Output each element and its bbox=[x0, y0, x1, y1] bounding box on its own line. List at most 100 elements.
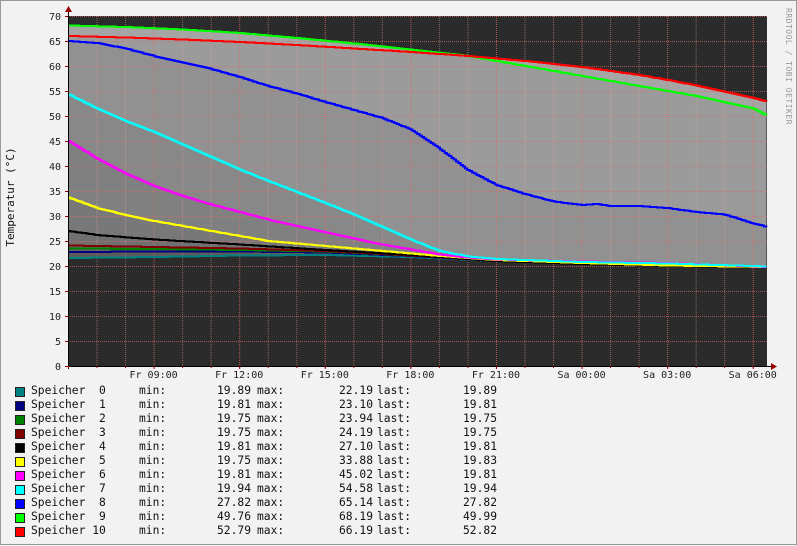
legend-min-label: min: bbox=[139, 524, 167, 537]
legend-max-label: max: bbox=[257, 510, 285, 523]
tick-labels: 0 5 10 15 20 25 30 35 40 45 50 55 60 65 70 Fr 09:00 Fr 1… bbox=[49, 12, 777, 381]
legend-min-value: 19.89 bbox=[216, 384, 251, 397]
x-tick-label: Fr 09:00 bbox=[130, 370, 178, 381]
legend-min-label: min: bbox=[139, 398, 167, 411]
legend-last-value: 27.82 bbox=[462, 496, 497, 509]
legend-max-label: max: bbox=[257, 426, 285, 439]
legend-max-value: 23.94 bbox=[338, 412, 373, 425]
legend-min-label: min: bbox=[139, 454, 167, 467]
y-tick-label: 35 bbox=[49, 187, 61, 198]
legend-last-label: last: bbox=[377, 426, 412, 439]
legend-last-label: last: bbox=[377, 524, 412, 537]
legend-swatch bbox=[15, 401, 25, 411]
legend-swatch bbox=[15, 513, 25, 523]
legend-max-value: 45.02 bbox=[338, 468, 373, 481]
legend-swatch bbox=[15, 457, 25, 467]
legend-max-label: max: bbox=[257, 412, 285, 425]
legend-series-name: Speicher 8 bbox=[31, 496, 106, 509]
legend-min-value: 19.81 bbox=[216, 398, 251, 411]
legend-row: Speicher 0 min: 19.89 max: 22.19 last: 19.89 bbox=[15, 384, 515, 398]
y-tick-label: 10 bbox=[49, 312, 61, 323]
legend-max-label: max: bbox=[257, 454, 285, 467]
legend-min-label: min: bbox=[139, 510, 167, 523]
legend-row: Speicher 7 min: 19.94 max: 54.58 last: 19.94 bbox=[15, 482, 515, 496]
legend-last-value: 19.75 bbox=[462, 426, 497, 439]
legend-min-value: 52.79 bbox=[216, 524, 251, 537]
y-tick-label: 60 bbox=[49, 62, 61, 73]
legend-last-label: last: bbox=[377, 468, 412, 481]
legend-max-value: 22.19 bbox=[338, 384, 373, 397]
legend: Speicher 0 min: 19.89 max: 22.19 last: 19.89 Sp… bbox=[15, 384, 515, 538]
legend-last-label: last: bbox=[377, 454, 412, 467]
legend-max-label: max: bbox=[257, 524, 285, 537]
legend-min-label: min: bbox=[139, 482, 167, 495]
legend-series-name: Speicher 5 bbox=[31, 454, 106, 467]
y-tick-label: 40 bbox=[49, 162, 61, 173]
legend-row: Speicher 6 min: 19.81 max: 45.02 last: 19.81 bbox=[15, 468, 515, 482]
area-fill-10 bbox=[68, 36, 767, 268]
legend-min-value: 19.75 bbox=[216, 426, 251, 439]
legend-last-label: last: bbox=[377, 440, 412, 453]
legend-last-label: last: bbox=[377, 482, 412, 495]
legend-min-label: min: bbox=[139, 412, 167, 425]
legend-last-value: 52.82 bbox=[462, 524, 497, 537]
legend-swatch bbox=[15, 485, 25, 495]
legend-max-value: 54.58 bbox=[338, 482, 373, 495]
y-tick-label: 25 bbox=[49, 237, 61, 248]
legend-series-name: Speicher 2 bbox=[31, 412, 106, 425]
legend-last-value: 19.83 bbox=[462, 454, 497, 467]
legend-max-label: max: bbox=[257, 468, 285, 481]
y-tick-label: 30 bbox=[49, 212, 61, 223]
legend-max-value: 24.19 bbox=[338, 426, 373, 439]
legend-last-value: 19.81 bbox=[462, 440, 497, 453]
legend-series-name: Speicher 6 bbox=[31, 468, 106, 481]
legend-series-name: Speicher 10 bbox=[31, 524, 106, 537]
legend-last-value: 19.94 bbox=[462, 482, 497, 495]
x-axis-arrow bbox=[771, 363, 777, 370]
legend-series-name: Speicher 9 bbox=[31, 510, 106, 523]
legend-row: Speicher 4 min: 19.81 max: 27.10 last: 19.81 bbox=[15, 440, 515, 454]
legend-min-value: 19.81 bbox=[216, 440, 251, 453]
series-line-10 bbox=[68, 35, 768, 102]
y-tick-label: 55 bbox=[49, 87, 61, 98]
y-tick-label: 20 bbox=[49, 262, 61, 273]
x-tick-label: Sa 03:00 bbox=[643, 370, 691, 381]
legend-last-value: 19.75 bbox=[462, 412, 497, 425]
legend-row: Speicher 9 min: 49.76 max: 68.19 last: 49.99 bbox=[15, 510, 515, 524]
legend-min-label: min: bbox=[139, 426, 167, 439]
y-tick-label: 0 bbox=[55, 362, 61, 373]
area-fill-8 bbox=[68, 41, 767, 268]
legend-max-label: max: bbox=[257, 384, 285, 397]
legend-min-value: 49.76 bbox=[216, 510, 251, 523]
legend-min-label: min: bbox=[139, 468, 167, 481]
y-tick-label: 5 bbox=[55, 337, 61, 348]
legend-max-value: 27.10 bbox=[338, 440, 373, 453]
legend-series-name: Speicher 7 bbox=[31, 482, 106, 495]
legend-max-value: 23.10 bbox=[338, 398, 373, 411]
legend-swatch bbox=[15, 415, 25, 425]
legend-max-label: max: bbox=[257, 398, 285, 411]
legend-min-label: min: bbox=[139, 440, 167, 453]
legend-last-label: last: bbox=[377, 496, 412, 509]
legend-last-label: last: bbox=[377, 384, 412, 397]
legend-max-value: 65.14 bbox=[338, 496, 373, 509]
legend-min-label: min: bbox=[139, 384, 167, 397]
area-fill-9 bbox=[68, 25, 767, 268]
area-fill-2 bbox=[68, 248, 767, 268]
legend-series-name: Speicher 4 bbox=[31, 440, 106, 453]
legend-swatch bbox=[15, 429, 25, 439]
floor-fill bbox=[68, 255, 767, 366]
legend-min-value: 19.75 bbox=[216, 454, 251, 467]
y-tick-label: 70 bbox=[49, 12, 61, 23]
legend-row: Speicher 10 min: 52.79 max: 66.19 last: 52.82 bbox=[15, 524, 515, 538]
legend-min-value: 19.75 bbox=[216, 412, 251, 425]
y-tick-label: 50 bbox=[49, 112, 61, 123]
y-axis-arrow bbox=[65, 6, 72, 12]
legend-swatch bbox=[15, 443, 25, 453]
legend-max-label: max: bbox=[257, 440, 285, 453]
legend-row: Speicher 3 min: 19.75 max: 24.19 last: 19.75 bbox=[15, 426, 515, 440]
legend-row: Speicher 2 min: 19.75 max: 23.94 last: 19.75 bbox=[15, 412, 515, 426]
watermark: RRDTOOL / TOBI OETIKER bbox=[784, 8, 793, 125]
x-tick-label: Sa 06:00 bbox=[729, 370, 777, 381]
